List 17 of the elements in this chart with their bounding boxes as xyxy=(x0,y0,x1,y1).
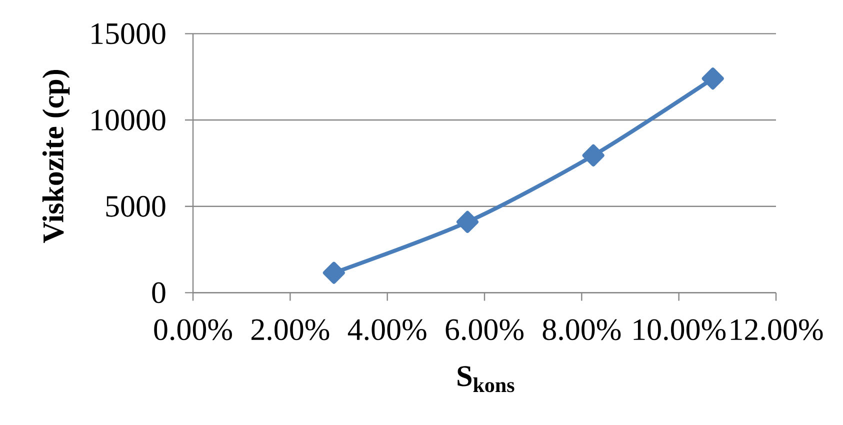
point xyxy=(456,210,479,233)
x-tick-label: 0.00% xyxy=(154,319,232,340)
x-tick-label: 6.00% xyxy=(446,319,524,340)
x-tick-label: 8.00% xyxy=(542,319,621,340)
y-tick-label: 10000 xyxy=(92,110,166,130)
x-tick-label: 4.00% xyxy=(348,319,426,340)
y-axis-title: Viskozite (cp) xyxy=(42,70,70,243)
point xyxy=(582,144,604,166)
y-tick-label: 15000 xyxy=(92,23,166,44)
y-tick-label: 5000 xyxy=(106,196,166,217)
point xyxy=(322,262,345,284)
x-tick-label: 10.00% xyxy=(634,319,726,340)
point xyxy=(702,68,724,90)
x-tick-label: 2.00% xyxy=(251,319,330,340)
x-axis-title: S$_{kons}$ xyxy=(458,366,514,392)
x-tick-label: 12.00% xyxy=(730,319,823,340)
y-tick-label: 0 xyxy=(152,282,166,304)
